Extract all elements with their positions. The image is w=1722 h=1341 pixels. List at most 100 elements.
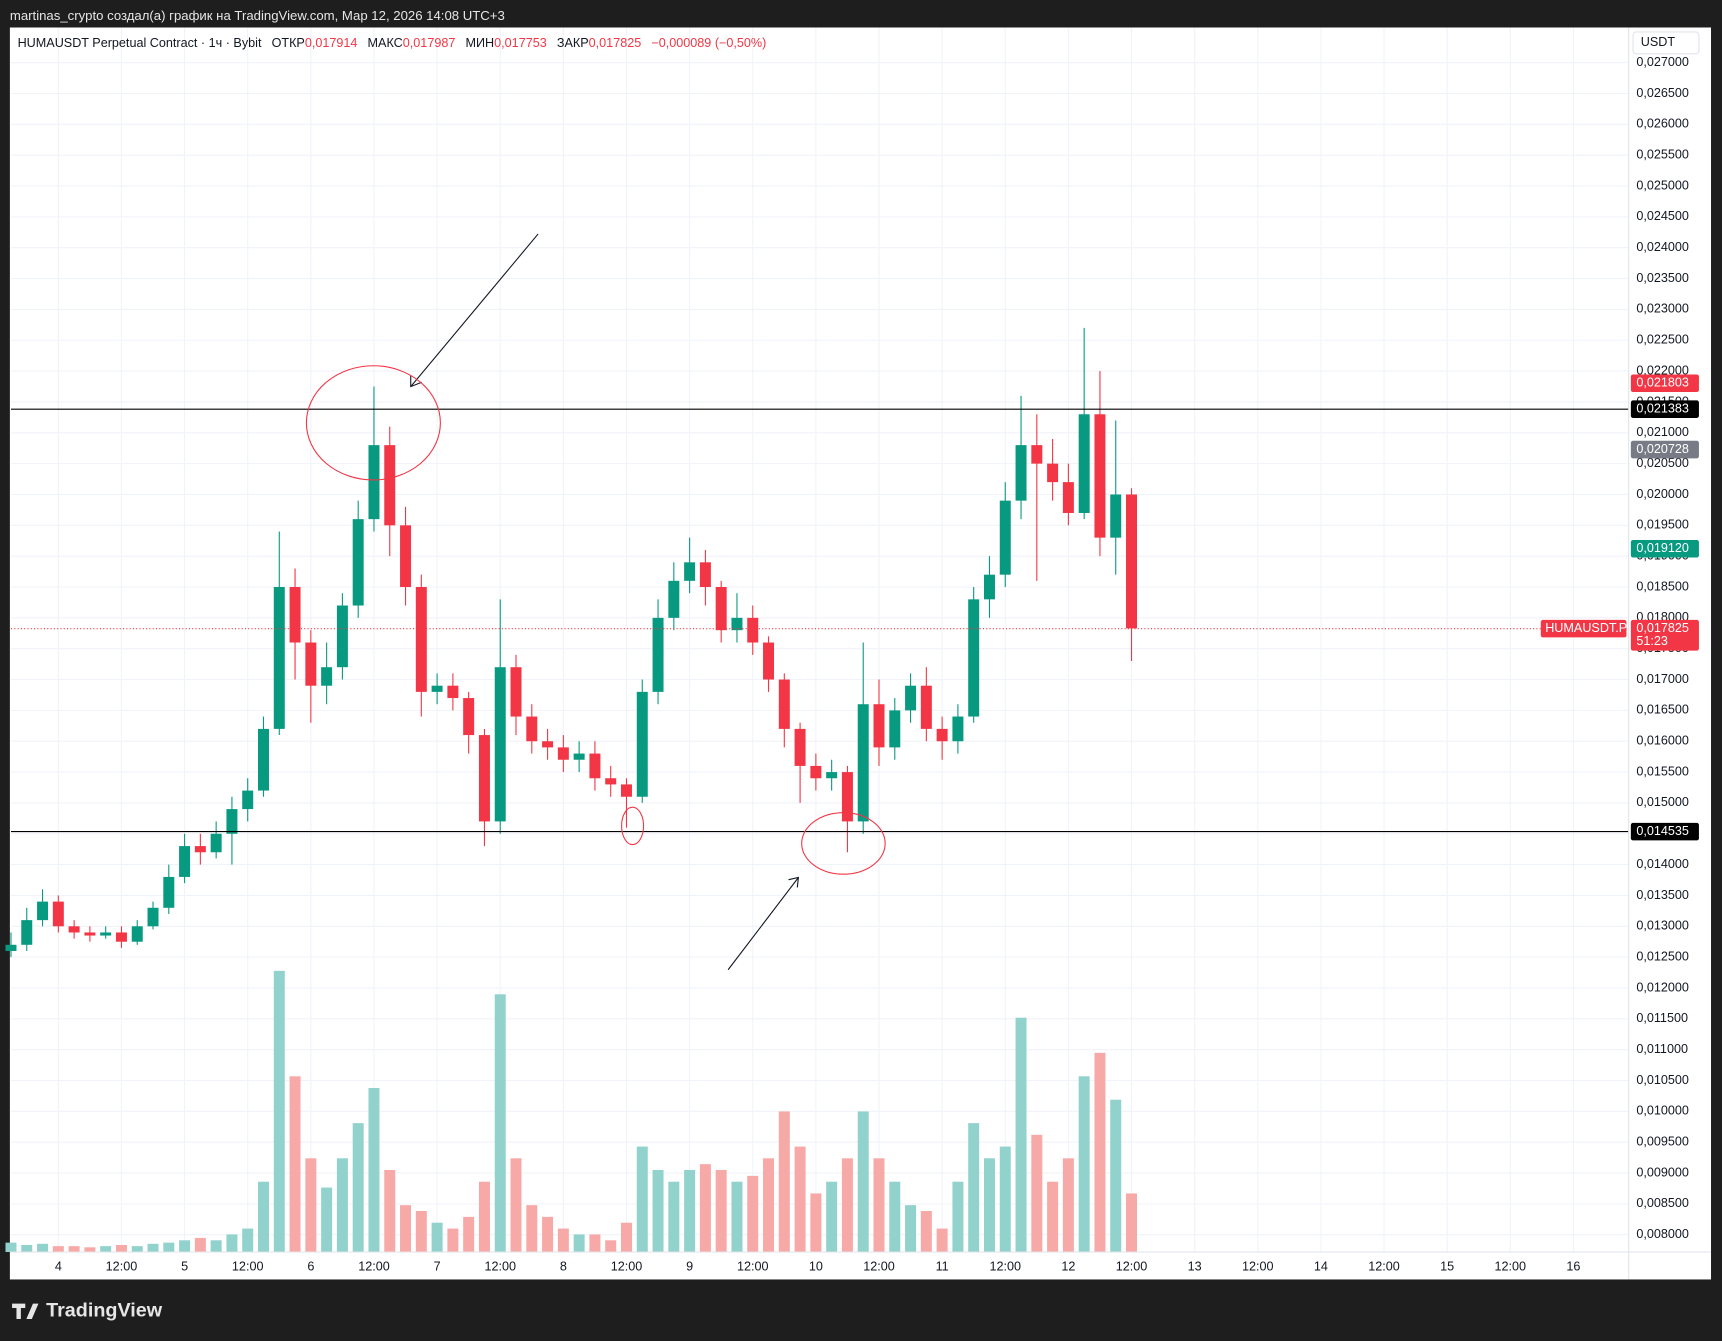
logo-icon — [12, 1303, 39, 1319]
y-tick-label: 0,022000 — [1636, 363, 1689, 377]
y-tick-label: 0,009500 — [1636, 1135, 1689, 1149]
candle-body — [463, 698, 475, 736]
volume-bar — [952, 1181, 964, 1253]
candle-body — [5, 944, 17, 951]
y-tick-label: 0,014000 — [1636, 857, 1689, 871]
volume-bar — [841, 1158, 853, 1253]
arrow — [727, 877, 799, 971]
volume-bar — [778, 1111, 790, 1253]
x-tick-label: 15 — [1440, 1260, 1454, 1274]
candle-body — [1094, 414, 1106, 538]
x-tick-label: 12:00 — [1116, 1260, 1148, 1274]
volume-bar — [873, 1158, 885, 1253]
x-tick-label: 12:00 — [232, 1260, 264, 1274]
volume-bar — [289, 1076, 301, 1253]
candle-body — [431, 685, 443, 692]
x-tick-label: 6 — [307, 1260, 314, 1274]
candle-body — [400, 525, 412, 588]
volume-bar — [968, 1123, 980, 1253]
y-tick-label: 0,010000 — [1636, 1104, 1689, 1118]
candle-body — [952, 716, 964, 742]
candle-body — [778, 679, 790, 729]
volume-bar — [384, 1170, 396, 1253]
ohlc-name: ОТКР — [272, 36, 305, 50]
y-tick-label: 0,026500 — [1636, 86, 1689, 100]
candle-body — [21, 920, 33, 945]
footer-brand: TradingView — [46, 1300, 163, 1322]
candle-body — [494, 667, 506, 822]
symbol-label-bg — [1540, 619, 1627, 638]
volume-bar — [715, 1170, 727, 1253]
volume-bar — [179, 1240, 191, 1253]
y-tick-label: 0,023000 — [1636, 302, 1689, 316]
currency-button[interactable] — [1632, 31, 1700, 55]
volume-bar — [1015, 1017, 1027, 1253]
candle-body — [636, 691, 648, 797]
y-tick-label: 0,021000 — [1636, 425, 1689, 439]
volume-bar — [826, 1181, 838, 1253]
volume-bar — [983, 1158, 995, 1253]
volume-bar — [210, 1240, 222, 1253]
y-tick-label: 0,016000 — [1636, 734, 1689, 748]
x-tick-label: 9 — [686, 1260, 693, 1274]
y-tick-label: 0,011000 — [1636, 1042, 1688, 1056]
volume-bar — [100, 1246, 112, 1253]
candle-body — [589, 753, 601, 779]
ohlc-value: 0,017825 — [589, 36, 642, 50]
candle-body — [52, 901, 64, 927]
candle-body — [352, 519, 364, 606]
x-tick-label: 12:00 — [1495, 1260, 1527, 1274]
x-tick-label: 12:00 — [484, 1260, 516, 1274]
x-tick-label: 12:00 — [358, 1260, 390, 1274]
price-label: 0,021383 — [1636, 401, 1689, 415]
volume-bar — [447, 1228, 459, 1253]
ohlc-value: 0,017987 — [403, 36, 456, 50]
volume-bar — [368, 1088, 380, 1253]
volume-bar — [37, 1243, 49, 1253]
volume-bar — [242, 1228, 254, 1253]
candle-body — [1031, 445, 1043, 464]
candle-body — [147, 907, 159, 927]
y-tick-label: 0,016500 — [1636, 703, 1689, 717]
volume-bar — [194, 1237, 206, 1253]
candle-body — [1126, 494, 1138, 629]
volume-bar — [147, 1243, 159, 1253]
candle-body — [242, 790, 254, 810]
y-tick-label: 0,023500 — [1636, 271, 1689, 285]
volume-bar — [905, 1205, 917, 1253]
volume-bar — [131, 1246, 143, 1253]
candle-body — [447, 685, 459, 699]
x-tick-label: 7 — [434, 1260, 441, 1274]
y-tick-label: 0,011500 — [1636, 1011, 1688, 1025]
annotations — [305, 233, 886, 971]
change: −0,000089 (−0,50%) — [651, 36, 766, 50]
x-tick-label: 13 — [1188, 1260, 1202, 1274]
circle-mark — [305, 365, 441, 481]
x-tick-label: 12:00 — [611, 1260, 643, 1274]
candle-body — [573, 753, 585, 760]
price-label-bg — [1630, 440, 1699, 459]
volume-bar — [636, 1146, 648, 1253]
candle-body — [163, 876, 175, 908]
volume-bar — [589, 1234, 601, 1253]
currency[interactable]: USDT — [1641, 35, 1676, 49]
circle-mark — [621, 806, 645, 846]
volume-bar — [52, 1246, 64, 1253]
volume-bar — [684, 1170, 696, 1253]
candle-body — [194, 846, 206, 853]
x-tick-label: 16 — [1566, 1260, 1580, 1274]
candle-body — [857, 704, 869, 822]
y-tick-label: 0,012500 — [1636, 949, 1689, 963]
ohlc-value: 0,017914 — [305, 36, 358, 50]
countdown: 51:23 — [1636, 634, 1668, 648]
y-tick-label: 0,015000 — [1636, 795, 1689, 809]
volume-bar — [573, 1234, 585, 1253]
y-tick-label: 0,008000 — [1636, 1227, 1689, 1241]
volume-bar — [1110, 1099, 1122, 1253]
candle-body — [889, 710, 901, 748]
candle-body — [226, 809, 238, 834]
candle-body — [1047, 463, 1059, 483]
volume-bar — [21, 1244, 33, 1253]
volume-bar — [620, 1222, 632, 1253]
